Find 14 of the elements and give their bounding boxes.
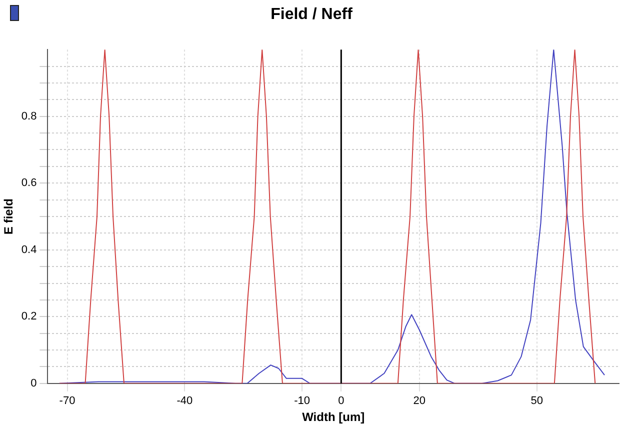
x-tick-label: 20 (413, 395, 426, 408)
x-axis-title: Width [um] (302, 410, 365, 424)
x-tick-label: 0 (338, 395, 344, 408)
y-tick-label: 0.6 (21, 177, 37, 190)
x-tick-label: 50 (530, 395, 543, 408)
y-tick-label: 0.2 (21, 310, 37, 323)
y-axis-title: E field (2, 198, 16, 235)
y-tick-label: 0.4 (21, 244, 37, 256)
x-tick-label: -70 (59, 395, 76, 408)
chart-title: Field / Neff (270, 6, 354, 24)
y-tick-label: 0.8 (21, 110, 37, 122)
x-tick-label: -40 (176, 395, 193, 408)
y-tick-label: 0 (30, 377, 37, 390)
x-tick-label: -10 (294, 395, 310, 408)
